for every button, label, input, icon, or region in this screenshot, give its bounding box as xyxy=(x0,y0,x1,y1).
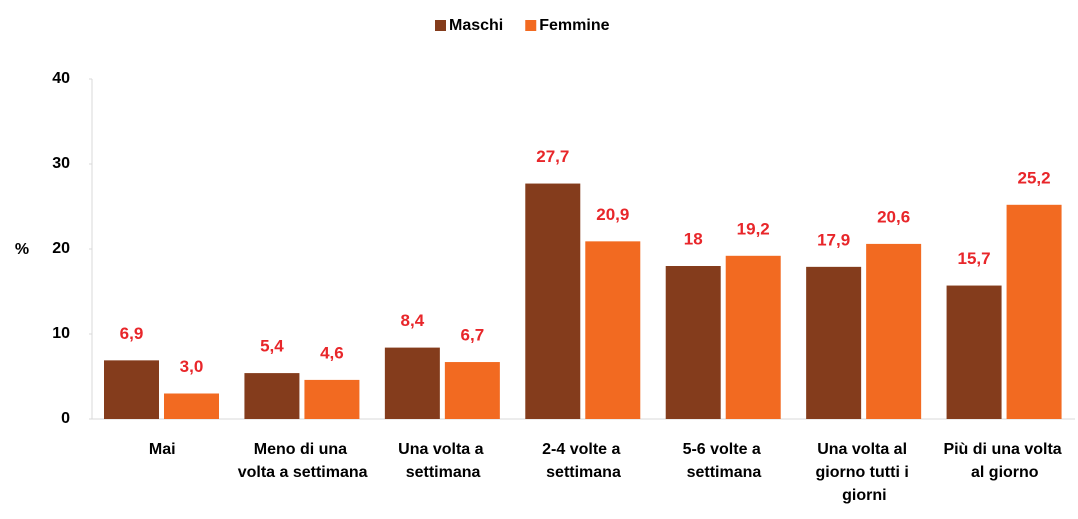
bar xyxy=(304,379,360,419)
bar xyxy=(244,373,300,419)
y-tick-label: 30 xyxy=(52,155,70,172)
value-label: 20,6 xyxy=(877,207,910,226)
value-label: 19,2 xyxy=(737,219,770,238)
value-label: 27,7 xyxy=(536,147,569,166)
value-label: 8,4 xyxy=(401,311,425,330)
bar xyxy=(1006,204,1062,419)
bar xyxy=(665,266,721,419)
y-tick-label: 10 xyxy=(52,325,70,342)
value-label: 6,9 xyxy=(120,324,144,343)
value-label: 25,2 xyxy=(1018,168,1051,187)
y-axis-label: % xyxy=(15,241,29,258)
x-tick-label: 5-6 volte a settimana xyxy=(683,441,766,481)
value-label: 15,7 xyxy=(958,249,991,268)
bar xyxy=(104,360,159,419)
value-label: 4,6 xyxy=(320,343,344,362)
x-tick-label: Mai xyxy=(149,441,176,458)
legend-swatch xyxy=(435,20,446,31)
bar xyxy=(946,285,1002,419)
legend-swatch xyxy=(525,20,537,31)
legend-label: Femmine xyxy=(539,17,609,34)
value-label: 3,0 xyxy=(180,357,204,376)
value-label: 20,9 xyxy=(596,205,629,224)
x-tick-label: Una volta al giorno tutti i giorni xyxy=(815,441,913,504)
x-tick-label: Più di una volta al giorno xyxy=(943,441,1066,481)
x-tick-label: Meno di una volta a settimana xyxy=(238,441,368,481)
bar xyxy=(444,362,500,419)
y-tick-label: 0 xyxy=(61,410,70,427)
value-label: 18 xyxy=(684,229,703,248)
bar xyxy=(866,243,922,419)
bar xyxy=(725,255,781,419)
bar xyxy=(164,393,219,419)
bar xyxy=(585,241,641,419)
bar xyxy=(806,266,862,419)
y-tick-label: 20 xyxy=(52,240,70,257)
x-tick-label: 2-4 volte a settimana xyxy=(542,441,625,481)
value-label: 6,7 xyxy=(461,326,485,345)
bar xyxy=(384,347,440,419)
x-tick-label: Una volta a settimana xyxy=(398,441,488,481)
legend-label: Maschi xyxy=(449,17,503,34)
value-label: 5,4 xyxy=(260,337,284,356)
y-tick-label: 40 xyxy=(52,70,70,87)
bar xyxy=(525,183,581,419)
value-label: 17,9 xyxy=(817,230,850,249)
